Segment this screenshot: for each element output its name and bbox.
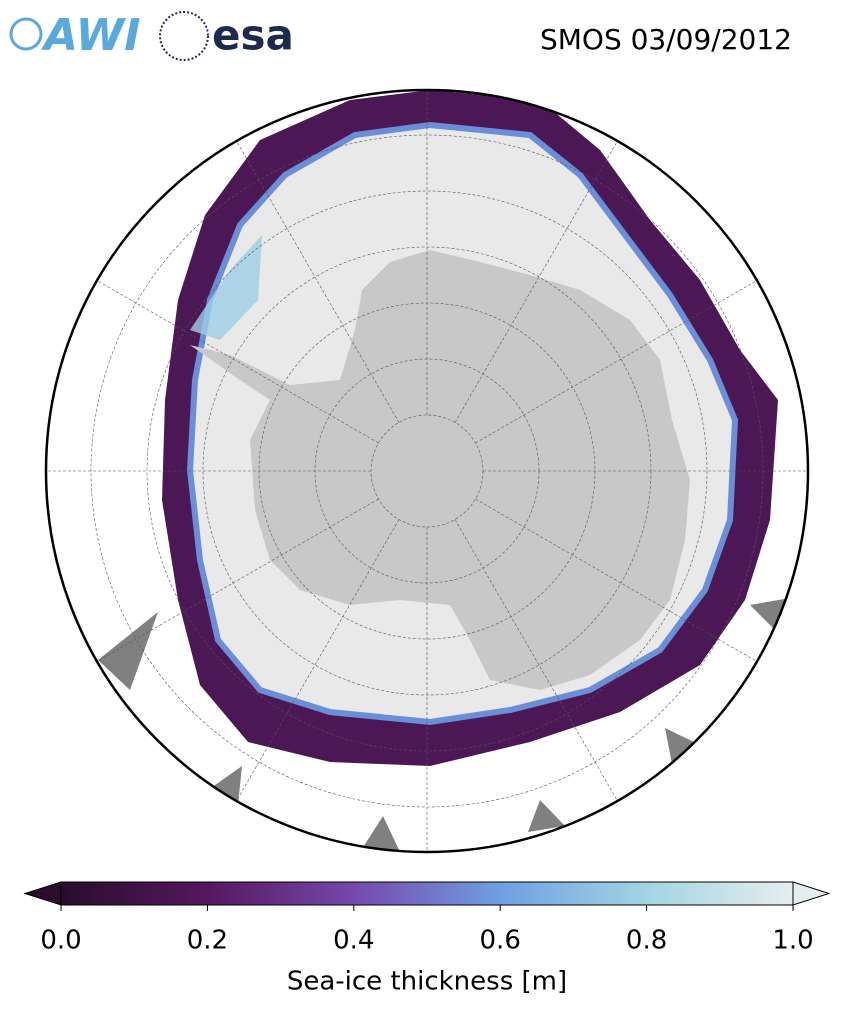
colorbar-label: Sea-ice thickness [m] [287,967,567,997]
meridian [475,498,774,672]
colorbar-tick-label: 0.6 [480,926,521,956]
thin-ice [190,235,262,340]
antarctica [190,250,690,690]
meridian [80,498,379,672]
meridian [454,519,628,818]
colorbar-tick-label: 0.0 [40,926,81,956]
title: SMOS 03/09/2012 [540,23,792,56]
colorbar-tick-label: 1.0 [772,926,813,956]
colorbar-tick-label: 0.2 [187,926,228,956]
latitude-circle [146,190,708,752]
colorbar: 0.0 0.2 0.4 0.6 0.8 1.0 Sea-ice thickness [m] [23,881,831,997]
colorbar-ramp [60,881,794,906]
graticule [46,90,808,852]
awi-text: AWI [41,10,141,61]
colorbar-tick-label: 0.8 [626,926,667,956]
meridian [475,270,774,444]
map-frame [44,88,810,854]
colorbar-tick-label: 0.4 [333,926,374,956]
meridian [226,124,400,423]
meridian [454,124,628,423]
map [46,90,808,852]
awi-logo: AWI [9,10,141,61]
esa-logo: esa [159,11,294,61]
esa-text: esa [212,11,294,60]
missing-data [98,598,790,852]
extend-high [792,881,831,906]
meridian [226,519,400,818]
meridian [80,270,379,444]
extend-low [23,881,62,906]
